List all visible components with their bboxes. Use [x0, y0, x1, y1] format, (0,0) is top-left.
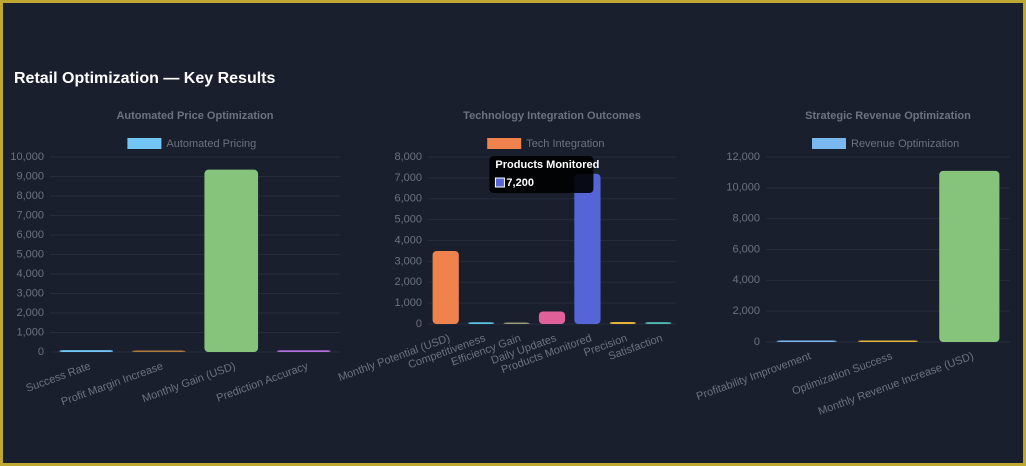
- bar: [609, 322, 636, 324]
- y-tick-label: 10,000: [726, 182, 760, 194]
- legend-label: Revenue Optimization: [851, 138, 959, 150]
- bar: [204, 169, 259, 352]
- bar: [432, 250, 459, 324]
- y-tick-label: 2,000: [732, 305, 760, 317]
- y-tick-label: 0: [754, 336, 760, 348]
- chart-title: Strategic Revenue Optimization: [805, 110, 971, 122]
- bar: [131, 350, 186, 352]
- bar: [574, 173, 601, 324]
- y-tick-label: 12,000: [726, 151, 760, 163]
- bar: [776, 340, 837, 342]
- y-tick-label: 6,000: [16, 229, 44, 241]
- y-tick-label: 0: [38, 346, 44, 358]
- y-tick-label: 1,000: [16, 326, 44, 338]
- y-tick-label: 10,000: [10, 151, 44, 163]
- y-tick-label: 8,000: [16, 190, 44, 202]
- bar: [276, 350, 331, 352]
- legend-swatch: [812, 138, 846, 149]
- legend-swatch: [487, 138, 522, 149]
- legend-label: Automated Pricing: [166, 138, 256, 150]
- tooltip-box: [489, 156, 594, 193]
- chart-title: Automated Price Optimization: [116, 110, 273, 122]
- bar: [538, 311, 566, 324]
- y-tick-label: 2,000: [16, 307, 44, 319]
- legend-swatch: [127, 138, 162, 149]
- y-tick-label: 4,000: [394, 234, 422, 246]
- y-tick-label: 1,000: [394, 297, 422, 309]
- bar: [59, 350, 114, 352]
- legend-label: Tech Integration: [526, 138, 604, 150]
- y-tick-label: 4,000: [16, 268, 44, 280]
- tooltip-title: Products Monitored: [495, 159, 599, 171]
- bar: [857, 340, 919, 342]
- y-tick-label: 2,000: [394, 276, 422, 288]
- y-tick-label: 7,000: [394, 172, 422, 184]
- tooltip-value: 7,200: [506, 177, 534, 189]
- y-tick-label: 8,000: [394, 151, 422, 163]
- bar: [503, 322, 530, 324]
- bar: [939, 170, 1000, 342]
- y-tick-label: 5,000: [394, 214, 422, 226]
- y-tick-label: 6,000: [732, 243, 760, 255]
- y-tick-label: 4,000: [732, 274, 760, 286]
- bar: [468, 322, 495, 324]
- bar: [645, 322, 672, 324]
- y-tick-label: 3,000: [16, 287, 44, 299]
- tooltip-swatch: [494, 177, 505, 188]
- y-tick-label: 9,000: [16, 170, 44, 182]
- y-tick-label: 0: [416, 318, 422, 330]
- tooltip: Products Monitored 7,200: [489, 156, 599, 193]
- chart-title: Technology Integration Outcomes: [463, 110, 641, 122]
- y-tick-label: 3,000: [394, 255, 422, 267]
- y-tick-label: 6,000: [394, 193, 422, 205]
- y-tick-label: 8,000: [732, 213, 760, 225]
- y-tick-label: 7,000: [16, 209, 44, 221]
- page-title: Retail Optimization — Key Results: [14, 70, 275, 87]
- y-tick-label: 5,000: [16, 248, 44, 260]
